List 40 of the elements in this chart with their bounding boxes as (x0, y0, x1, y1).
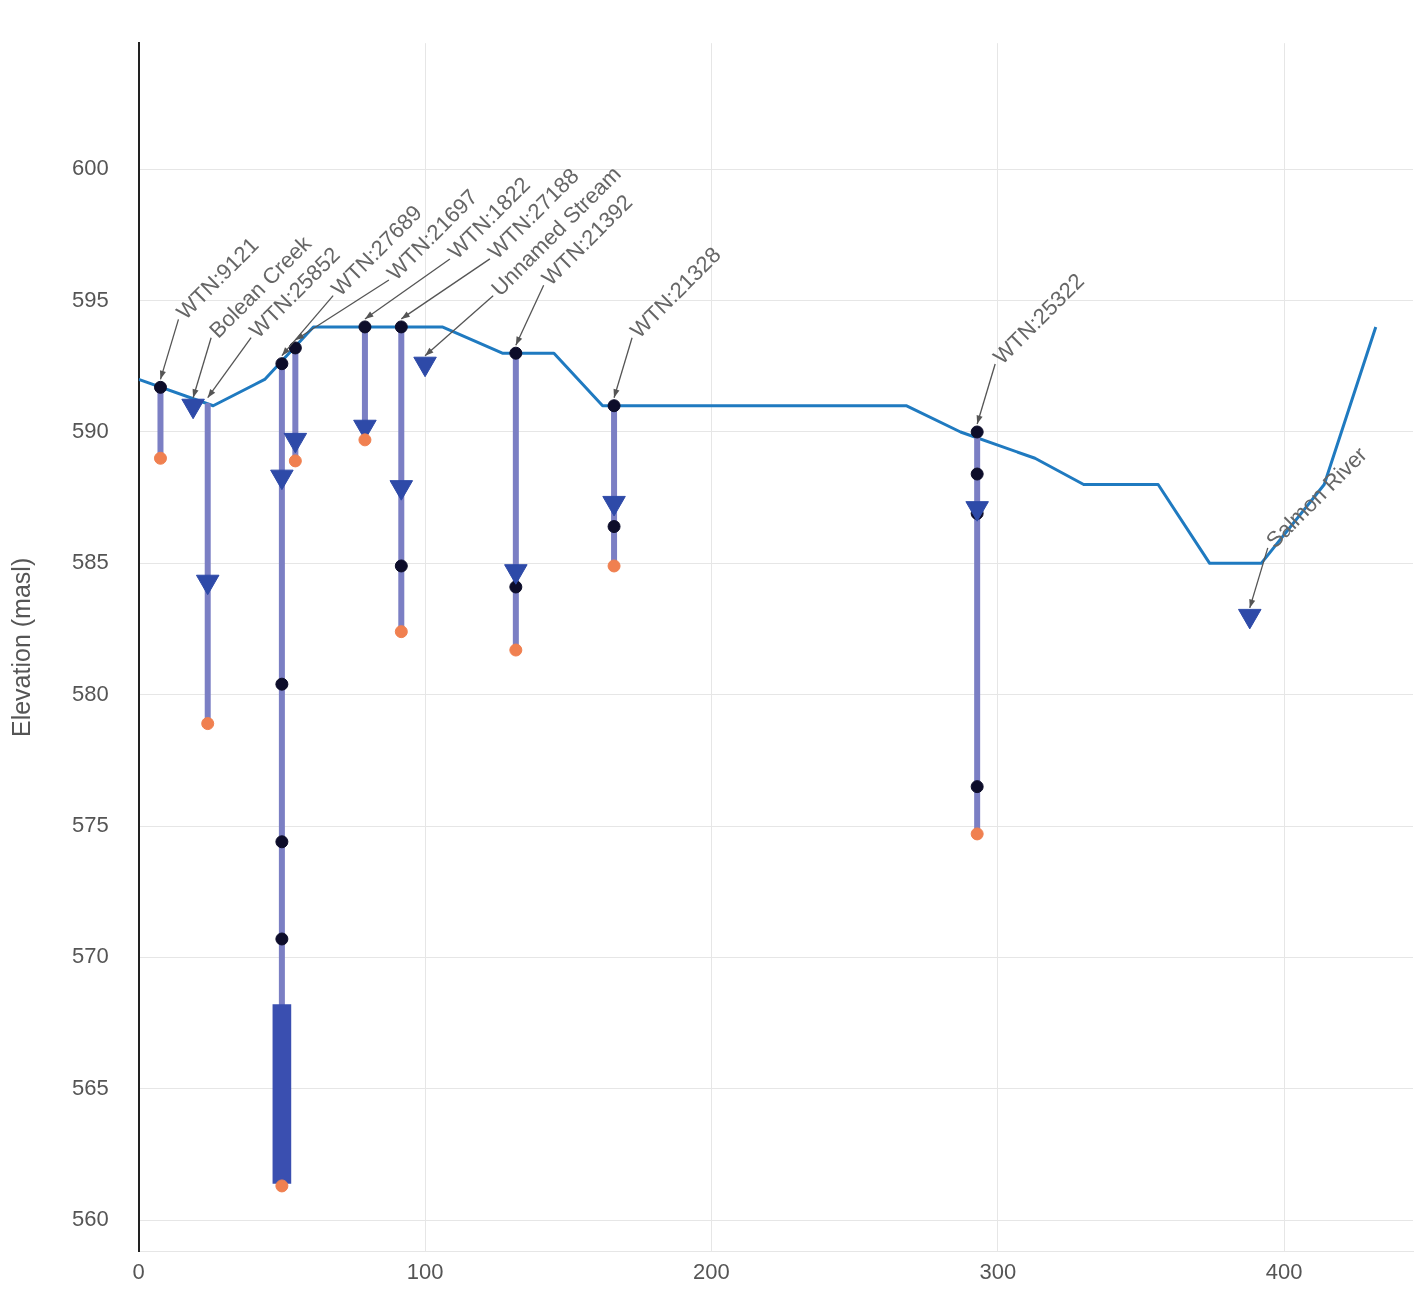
point (970, 467, 984, 481)
point (607, 559, 621, 573)
point (201, 717, 215, 731)
x-tick-label: 0 (132, 1258, 145, 1284)
point (288, 454, 302, 468)
y-tick-label: 585 (71, 549, 109, 575)
y-tick-label: 570 (71, 943, 109, 969)
x-tick-label: 100 (406, 1258, 444, 1284)
x-tick-label: 200 (693, 1258, 730, 1284)
point (275, 357, 289, 371)
point (153, 451, 167, 465)
point (970, 425, 984, 439)
y-tick-label: 600 (71, 155, 109, 181)
point (607, 399, 621, 413)
point (275, 1179, 289, 1193)
x-tick-label: 400 (1265, 1258, 1303, 1284)
point (275, 835, 289, 849)
point (358, 320, 372, 334)
point (509, 643, 523, 657)
point (153, 380, 167, 394)
point (394, 625, 408, 639)
y-axis-title: Elevation (masl) (6, 557, 35, 738)
x-tick-label: 300 (979, 1258, 1017, 1284)
y-tick-label: 560 (71, 1206, 109, 1232)
point (394, 559, 408, 573)
point (970, 780, 984, 794)
point (358, 433, 372, 447)
point (509, 580, 523, 594)
point (509, 346, 523, 360)
point (275, 677, 289, 691)
y-tick-label: 595 (71, 286, 109, 312)
y-tick-label: 580 (71, 680, 109, 706)
point (970, 827, 984, 841)
point (607, 520, 621, 534)
y-tick-label: 575 (71, 812, 109, 838)
y-tick-label: 590 (71, 418, 109, 444)
point (394, 320, 408, 334)
y-tick-label: 565 (71, 1074, 109, 1100)
point (275, 932, 289, 946)
point (288, 341, 302, 355)
